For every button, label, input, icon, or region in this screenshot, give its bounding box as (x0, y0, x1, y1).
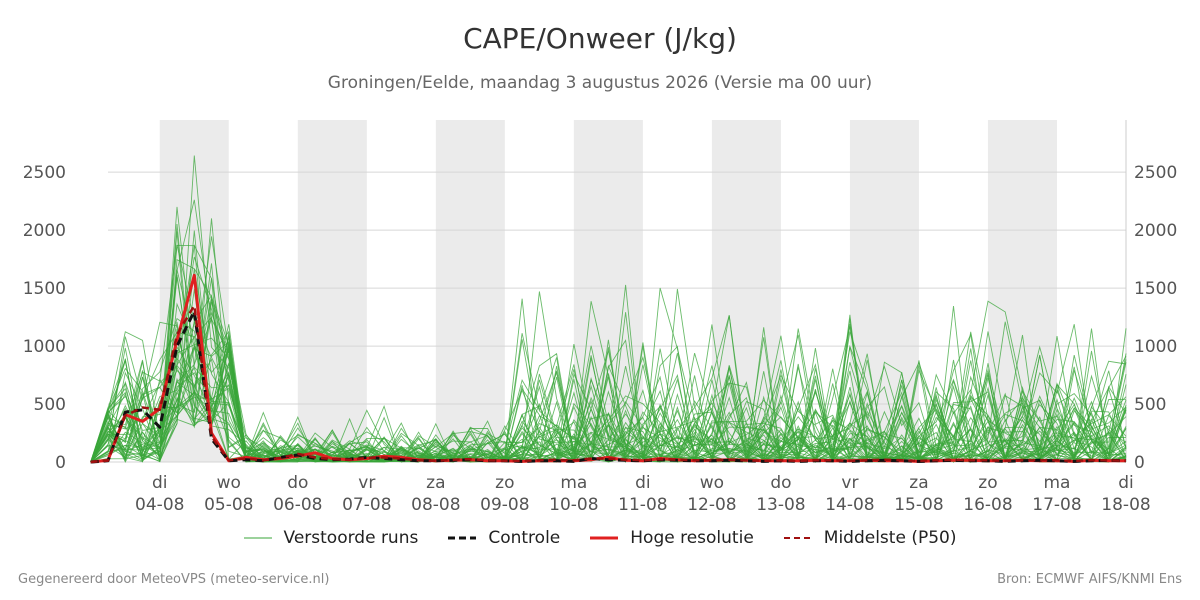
x-tick-date: 08-08 (411, 495, 460, 515)
x-tick-day: ma (1043, 473, 1070, 493)
legend-swatch-control (448, 536, 477, 540)
x-tick-day: di (635, 473, 651, 493)
x-tick-date: 13-08 (756, 495, 805, 515)
x-tick-date: 10-08 (549, 495, 598, 515)
y-tick-label-left: 0 (55, 453, 66, 473)
legend-item-perturbed: Verstoorde runs (243, 528, 419, 548)
day-band (297, 120, 367, 462)
legend-label-control: Controle (488, 528, 561, 548)
x-tick-date: 16-08 (963, 495, 1012, 515)
x-tick-date: 05-08 (204, 495, 253, 515)
y-tick-label-right: 2000 (1134, 221, 1177, 241)
legend-item-median: Middelste (P50) (783, 528, 957, 548)
x-tick-day: wo (217, 473, 241, 493)
x-tick-date: 17-08 (1032, 495, 1081, 515)
x-tick-day: di (152, 473, 168, 493)
x-tick-date: 09-08 (480, 495, 529, 515)
ensemble-member-line (90, 298, 1127, 463)
x-tick-day: do (287, 473, 308, 493)
legend-item-highres: Hoge resolutie (590, 528, 754, 548)
x-tick-date: 06-08 (273, 495, 322, 515)
y-tick-label-right: 500 (1134, 395, 1166, 415)
y-tick-label-left: 500 (34, 395, 66, 415)
legend-label-median: Middelste (P50) (823, 528, 957, 548)
y-tick-label-left: 2500 (23, 163, 66, 183)
y-tick-label-right: 2500 (1134, 163, 1177, 183)
x-tick-day: wo (700, 473, 724, 493)
ensemble-member-line (90, 244, 1127, 463)
x-tick-date: 15-08 (894, 495, 943, 515)
x-tick-date: 18-08 (1101, 495, 1150, 515)
y-tick-label-right: 1000 (1134, 337, 1177, 357)
y-tick-label-right: 0 (1134, 453, 1145, 473)
x-tick-date: 04-08 (135, 495, 184, 515)
ensemble-member-line (90, 284, 1127, 463)
legend-item-control: Controle (448, 528, 560, 548)
median-line (90, 304, 1127, 464)
x-tick-day: zo (978, 473, 997, 493)
footer-source: Bron: ECMWF AIFS/KNMI Ens (997, 572, 1182, 587)
legend-swatch-median (783, 537, 812, 539)
x-tick-day: vr (358, 473, 375, 493)
chart-title: CAPE/Onweer (J/kg) (463, 22, 737, 55)
ensemble-member-line (90, 345, 1127, 463)
x-tick-day: za (426, 473, 445, 493)
legend: Verstoorde runs Controle Hoge resolutie … (0, 528, 1200, 548)
y-tick-label-left: 1500 (23, 279, 66, 299)
x-tick-day: za (909, 473, 928, 493)
y-tick-label-right: 1500 (1134, 279, 1177, 299)
x-tick-day: ma (560, 473, 587, 493)
x-tick-date: 07-08 (342, 495, 391, 515)
legend-swatch-highres (590, 536, 619, 540)
x-tick-date: 12-08 (687, 495, 736, 515)
x-tick-day: di (1118, 473, 1134, 493)
x-tick-date: 14-08 (825, 495, 874, 515)
x-tick-day: do (770, 473, 791, 493)
x-tick-day: vr (841, 473, 858, 493)
y-tick-label-left: 2000 (23, 221, 66, 241)
y-tick-label-left: 1000 (23, 337, 66, 357)
x-tick-day: zo (495, 473, 514, 493)
legend-label-perturbed: Verstoorde runs (283, 528, 419, 548)
legend-label-highres: Hoge resolutie (630, 528, 754, 548)
chart-subtitle: Groningen/Eelde, maandag 3 augustus 2026… (327, 73, 873, 93)
ensemble-member-line (90, 337, 1127, 463)
legend-swatch-perturbed (243, 537, 272, 539)
footer-generator: Gegenereerd door MeteoVPS (meteo-service… (18, 572, 330, 587)
x-tick-date: 11-08 (618, 495, 667, 515)
day-band (435, 120, 505, 462)
